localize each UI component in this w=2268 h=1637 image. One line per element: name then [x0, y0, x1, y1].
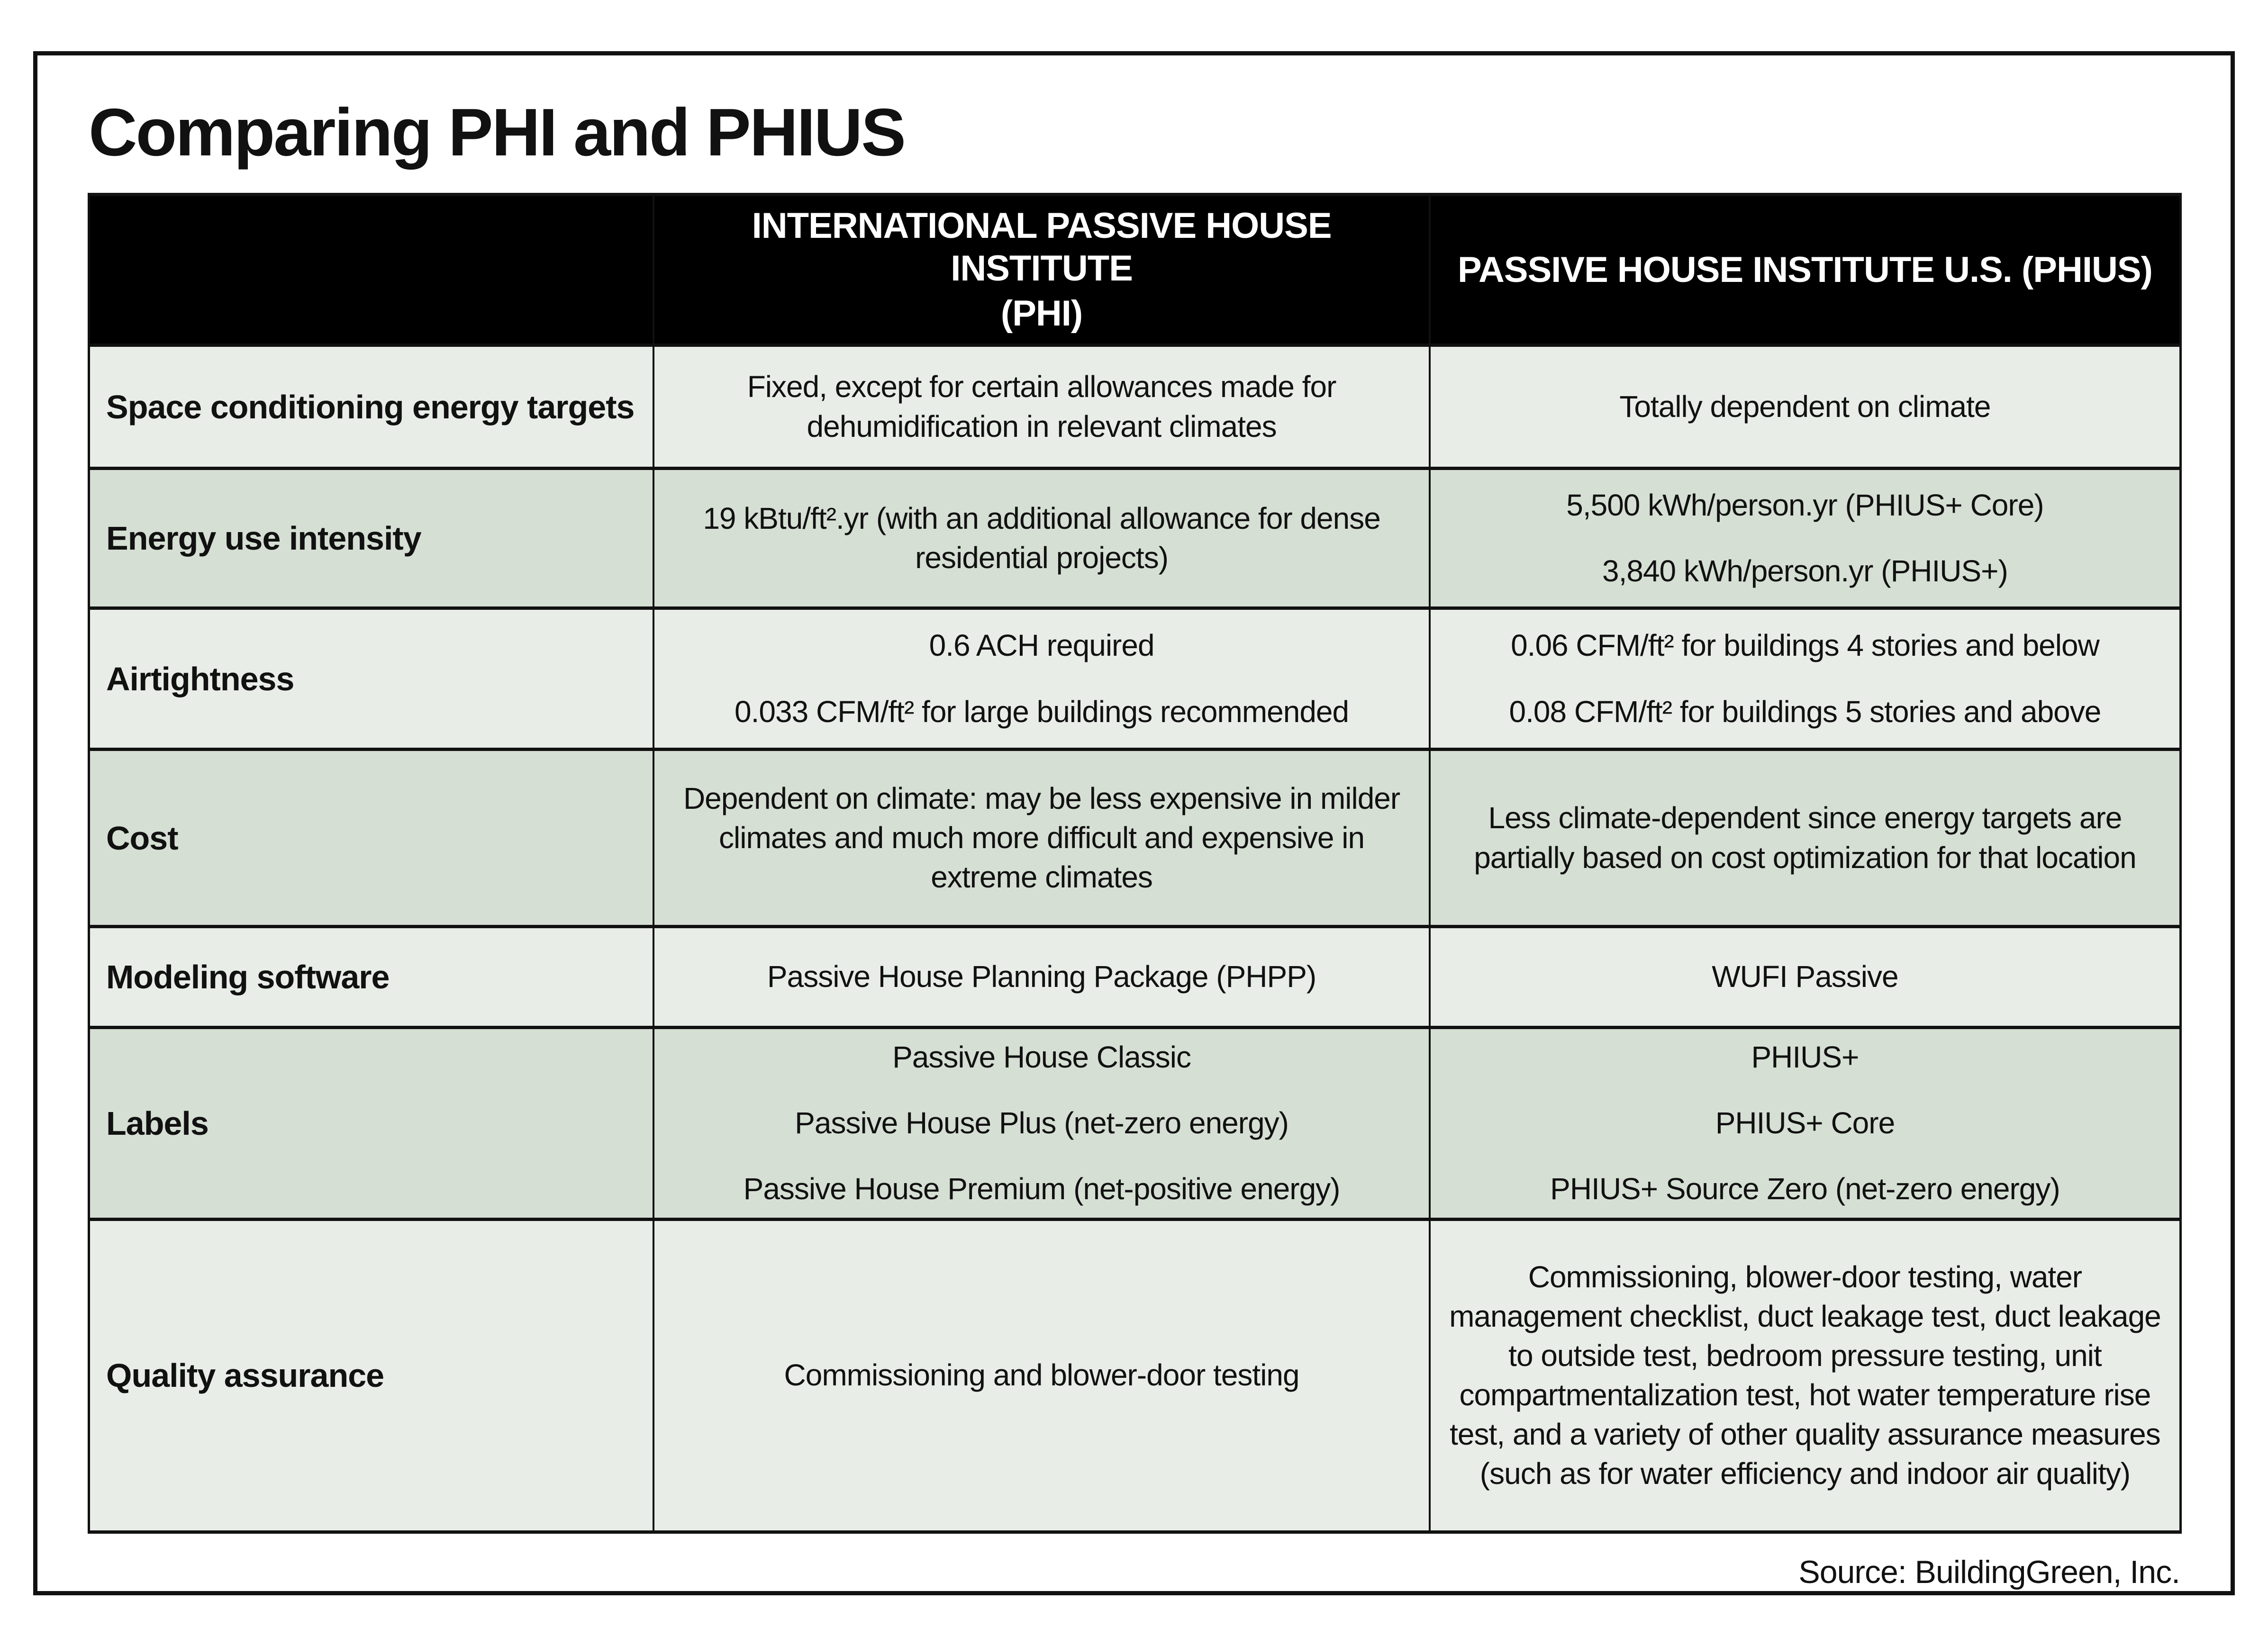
header-phi-line2: (PHI) [1000, 293, 1083, 334]
cell-energy-use-phi: 19 kBtu/ft².yr (with an additional allow… [653, 467, 1431, 610]
header-phius-line1: PASSIVE HOUSE INSTITUTE U.S. (PHIUS) [1457, 249, 2153, 290]
row-label-energy-use-intensity: Energy use intensity [88, 467, 655, 610]
cell-paragraph: Less climate-dependent since energy targ… [1474, 801, 2136, 875]
table-row-labels: Labels Passive House Classic Passive Hou… [88, 1026, 2182, 1221]
header-cell-phi: INTERNATIONAL PASSIVE HOUSE INSTITUTE (P… [653, 192, 1431, 347]
header-row: INTERNATIONAL PASSIVE HOUSE INSTITUTE (P… [88, 192, 2182, 347]
comparison-table: INTERNATIONAL PASSIVE HOUSE INSTITUTE (P… [88, 192, 2182, 1534]
cell-paragraph: Passive House Plus (net-zero energy) [795, 1106, 1289, 1140]
cell-paragraph: Dependent on climate: may be less expens… [683, 781, 1400, 895]
cell-airtightness-phi: 0.6 ACH required 0.033 CFM/ft² for large… [653, 606, 1431, 751]
cell-labels-phius: PHIUS+ PHIUS+ Core PHIUS+ Source Zero (n… [1428, 1026, 2182, 1221]
cell-paragraph: WUFI Passive [1712, 959, 1898, 994]
cell-quality-phius: Commissioning, blower-door testing, wate… [1428, 1217, 2182, 1534]
source-note: Source: BuildingGreen, Inc. [1798, 1554, 2180, 1590]
cell-labels-phi: Passive House Classic Passive House Plus… [653, 1026, 1431, 1221]
cell-paragraph: Passive House Premium (net-positive ener… [743, 1172, 1341, 1206]
cell-energy-use-phius: 5,500 kWh/person.yr (PHIUS+ Core) 3,840 … [1428, 467, 2182, 610]
table-row-quality-assurance: Quality assurance Commissioning and blow… [88, 1217, 2182, 1534]
row-label-airtightness: Airtightness [88, 606, 655, 751]
row-label-cost: Cost [88, 748, 655, 929]
cell-space-conditioning-phius: Totally dependent on climate [1428, 344, 2182, 470]
cell-paragraph: 19 kBtu/ft².yr (with an additional allow… [703, 501, 1380, 575]
cell-paragraph: PHIUS+ Source Zero (net-zero energy) [1550, 1172, 2060, 1206]
table-row-space-conditioning: Space conditioning energy targets Fixed,… [88, 344, 2182, 470]
cell-modeling-phius: WUFI Passive [1428, 925, 2182, 1030]
cell-paragraph: Commissioning and blower-door testing [784, 1358, 1300, 1393]
cell-quality-phi: Commissioning and blower-door testing [653, 1217, 1431, 1534]
row-label-modeling-software: Modeling software [88, 925, 655, 1030]
cell-cost-phi: Dependent on climate: may be less expens… [653, 748, 1431, 929]
table-row-energy-use-intensity: Energy use intensity 19 kBtu/ft².yr (wit… [88, 467, 2182, 610]
cell-paragraph: 0.033 CFM/ft² for large buildings recomm… [735, 694, 1349, 729]
cell-paragraph: Passive House Classic [892, 1040, 1191, 1075]
row-label-quality-assurance: Quality assurance [88, 1217, 655, 1534]
figure-content: Comparing PHI and PHIUS INTERNATIONAL PA… [37, 55, 2231, 1591]
table-row-cost: Cost Dependent on climate: may be less e… [88, 748, 2182, 929]
cell-airtightness-phius: 0.06 CFM/ft² for buildings 4 stories and… [1428, 606, 2182, 751]
table-row-modeling-software: Modeling software Passive House Planning… [88, 925, 2182, 1030]
table-row-airtightness: Airtightness 0.6 ACH required 0.033 CFM/… [88, 606, 2182, 751]
cell-paragraph: Commissioning, blower-door testing, wate… [1449, 1259, 2161, 1491]
header-cell-phius: PASSIVE HOUSE INSTITUTE U.S. (PHIUS) [1428, 192, 2182, 347]
row-label-labels: Labels [88, 1026, 655, 1221]
cell-paragraph: PHIUS+ [1751, 1040, 1859, 1075]
figure-frame: Comparing PHI and PHIUS INTERNATIONAL PA… [33, 51, 2235, 1595]
header-cell-criteria [88, 192, 655, 347]
cell-paragraph: Passive House Planning Package (PHPP) [767, 959, 1316, 994]
cell-cost-phius: Less climate-dependent since energy targ… [1428, 748, 2182, 929]
cell-paragraph: 0.08 CFM/ft² for buildings 5 stories and… [1509, 694, 2101, 729]
cell-paragraph: 3,840 kWh/person.yr (PHIUS+) [1602, 554, 2008, 588]
row-label-space-conditioning: Space conditioning energy targets [88, 344, 655, 470]
header-phi-line1: INTERNATIONAL PASSIVE HOUSE INSTITUTE [752, 206, 1332, 289]
cell-paragraph: Totally dependent on climate [1619, 389, 1991, 424]
cell-paragraph: 5,500 kWh/person.yr (PHIUS+ Core) [1566, 488, 2044, 522]
cell-paragraph: 0.06 CFM/ft² for buildings 4 stories and… [1511, 628, 2100, 663]
cell-paragraph: Fixed, except for certain allowances mad… [747, 370, 1337, 443]
page-title: Comparing PHI and PHIUS [89, 95, 906, 170]
cell-paragraph: PHIUS+ Core [1715, 1106, 1895, 1140]
cell-paragraph: 0.6 ACH required [929, 628, 1155, 663]
cell-modeling-phi: Passive House Planning Package (PHPP) [653, 925, 1431, 1030]
cell-space-conditioning-phi: Fixed, except for certain allowances mad… [653, 344, 1431, 470]
